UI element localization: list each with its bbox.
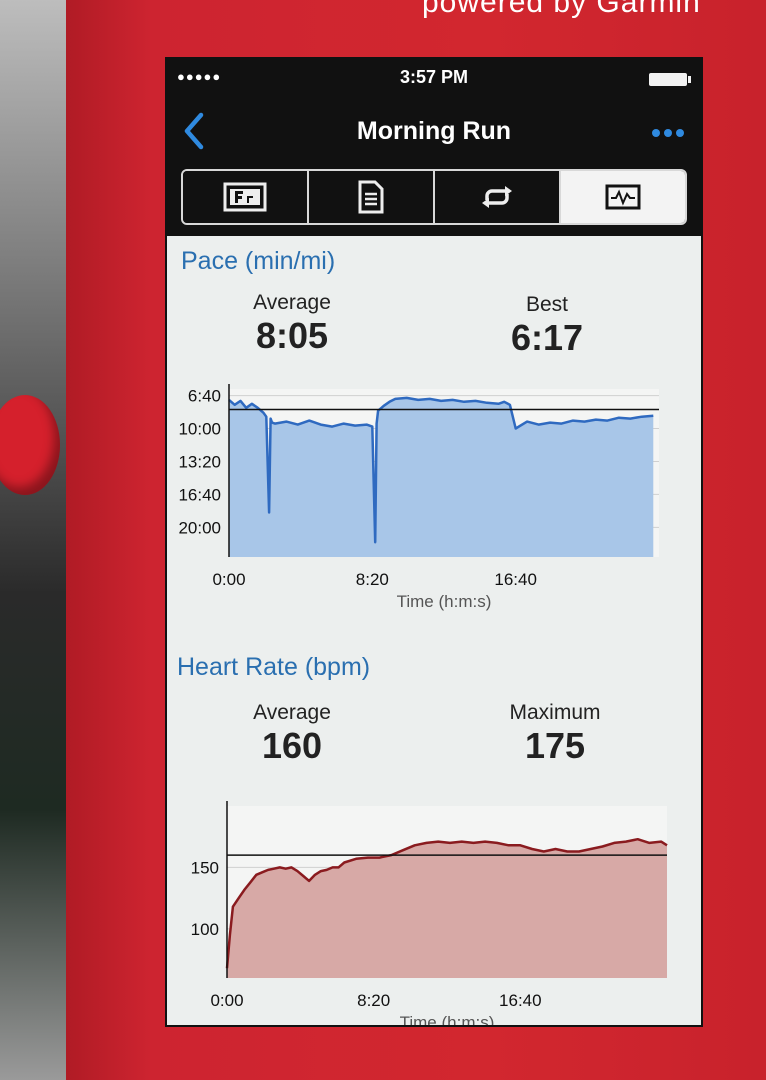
pace-y-tick-label: 16:40 xyxy=(178,485,221,504)
pace-title: Pace (min/mi) xyxy=(181,247,336,275)
loop-arrows-icon xyxy=(482,186,512,208)
hr-average-label: Average xyxy=(253,701,331,724)
heart-rate-chart: 150 100 0:00 8:20 16:40 Time (h:m:s) xyxy=(167,794,701,1027)
ellipsis-icon[interactable] xyxy=(651,127,685,139)
pace-x-tick-label: 16:40 xyxy=(494,570,537,589)
summary-tab[interactable] xyxy=(183,171,309,223)
waveform-chart-icon xyxy=(605,184,641,210)
laps-tab[interactable] xyxy=(435,171,561,223)
view-tabs xyxy=(181,169,687,225)
hr-y-tick-label: 150 xyxy=(191,858,219,877)
battery-icon xyxy=(649,73,691,86)
brand-text: powered by Garmin xyxy=(422,0,701,19)
pace-x-tick-label: 0:00 xyxy=(212,570,245,589)
document-list-icon xyxy=(358,180,384,214)
status-time: 3:57 PM xyxy=(399,67,469,87)
pace-y-tick-label: 6:40 xyxy=(188,387,221,406)
pace-average-label: Average xyxy=(253,291,331,314)
status-bar: ●●●●● 3:57 PM xyxy=(167,67,701,91)
pace-y-tick-label: 13:20 xyxy=(178,452,221,471)
photo-background xyxy=(0,0,70,1080)
pace-best-label: Best xyxy=(525,293,569,316)
hr-maximum-value: 175 xyxy=(524,725,586,766)
hr-average: Average 160 xyxy=(212,701,372,767)
pace-series-line xyxy=(228,396,654,544)
sport-card-icon xyxy=(223,182,267,212)
pace-average-value: 8:05 xyxy=(255,315,329,356)
pace-chart: 6:40 10:00 13:20 16:40 20:00 0:00 8:20 16:40 Tim… xyxy=(167,379,701,619)
phone-screen: ●●●●● 3:57 PM Morning Run xyxy=(165,57,703,1027)
app-header: ●●●●● 3:57 PM Morning Run xyxy=(167,59,701,236)
nav-bar: Morning Run xyxy=(167,107,701,151)
pace-x-axis-title: Time (h:m:s) xyxy=(397,592,492,611)
hr-series-line xyxy=(225,837,668,969)
pace-y-tick-label: 20:00 xyxy=(178,518,221,537)
pace-x-tick-label: 8:20 xyxy=(356,570,389,589)
pace-y-tick-label: 10:00 xyxy=(178,420,221,439)
device-button-decoration xyxy=(0,395,60,495)
pace-area-fill xyxy=(229,397,654,557)
hr-y-tick-label: 100 xyxy=(191,920,219,939)
heart-rate-chart-svg: 150 100 0:00 8:20 16:40 Time (h:m:s) xyxy=(191,801,668,1027)
hr-x-tick-label: 8:20 xyxy=(357,991,390,1010)
charts-tab[interactable] xyxy=(561,171,685,223)
pace-best-value: 6:17 xyxy=(510,317,584,358)
hr-x-axis-title: Time (h:m:s) xyxy=(400,1013,495,1027)
hr-maximum-label: Maximum xyxy=(509,701,601,724)
chevron-left-icon[interactable] xyxy=(179,111,209,151)
hr-x-tick-label: 16:40 xyxy=(499,991,542,1010)
signal-strength: ●●●●● xyxy=(177,69,222,84)
page-title: Morning Run xyxy=(356,117,512,145)
hr-x-tick-label: 0:00 xyxy=(210,991,243,1010)
hr-average-value: 160 xyxy=(261,725,323,766)
details-tab[interactable] xyxy=(309,171,435,223)
hr-maximum: Maximum 175 xyxy=(475,701,635,767)
hr-area-fill xyxy=(227,839,667,978)
pace-best: Best 6:17 xyxy=(467,293,627,359)
pace-average: Average 8:05 xyxy=(212,291,372,357)
heart-rate-title: Heart Rate (bpm) xyxy=(177,653,371,681)
